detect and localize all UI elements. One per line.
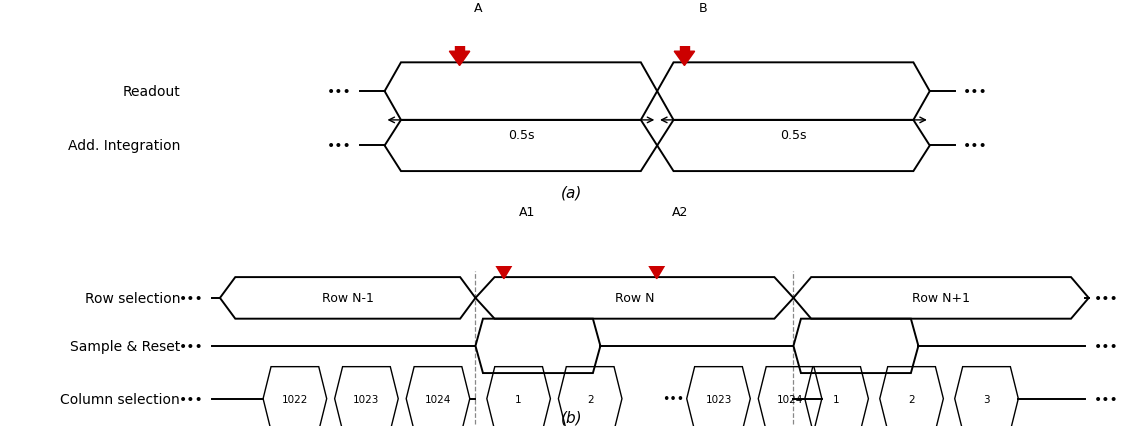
Text: Row selection: Row selection	[85, 291, 181, 305]
Text: Row N: Row N	[614, 292, 654, 305]
Text: 1022: 1022	[281, 394, 308, 404]
Text: Readout: Readout	[122, 85, 181, 99]
Text: •••: •••	[180, 339, 204, 353]
Text: Column selection: Column selection	[61, 392, 181, 405]
Text: A2: A2	[672, 206, 688, 218]
Text: •••: •••	[180, 392, 204, 405]
Text: A1: A1	[518, 206, 535, 218]
Text: •••: •••	[662, 392, 684, 405]
Text: (a): (a)	[562, 185, 582, 200]
Text: •••: •••	[963, 85, 987, 99]
Text: 3: 3	[983, 394, 990, 404]
Text: •••: •••	[1094, 392, 1118, 405]
Text: 2: 2	[908, 394, 915, 404]
Polygon shape	[494, 262, 514, 279]
Text: Row N-1: Row N-1	[321, 292, 374, 305]
Text: 1: 1	[833, 394, 840, 404]
Bar	[455, 15, 464, 52]
Text: •••: •••	[1094, 339, 1118, 353]
Text: (b): (b)	[562, 409, 582, 424]
Text: 0.5s: 0.5s	[508, 129, 534, 141]
Text: Sample & Reset: Sample & Reset	[70, 339, 181, 353]
Text: 0.5s: 0.5s	[780, 129, 807, 141]
Text: 1: 1	[515, 394, 522, 404]
Polygon shape	[450, 52, 470, 66]
Text: •••: •••	[180, 291, 204, 305]
Text: •••: •••	[327, 85, 351, 99]
Bar	[680, 15, 689, 52]
Text: 1023: 1023	[706, 394, 732, 404]
Text: B: B	[699, 2, 708, 15]
Text: •••: •••	[963, 139, 987, 153]
Polygon shape	[674, 52, 694, 66]
Text: Row N+1: Row N+1	[912, 292, 970, 305]
Bar	[652, 218, 661, 262]
Bar	[499, 218, 508, 262]
Text: •••: •••	[1094, 291, 1118, 305]
Polygon shape	[646, 262, 667, 279]
Text: •••: •••	[327, 139, 351, 153]
Text: 2: 2	[587, 394, 594, 404]
Text: Add. Integration: Add. Integration	[67, 139, 181, 153]
Text: A: A	[475, 2, 483, 15]
Text: 1024: 1024	[424, 394, 451, 404]
Text: 1024: 1024	[777, 394, 803, 404]
Text: 1023: 1023	[353, 394, 380, 404]
